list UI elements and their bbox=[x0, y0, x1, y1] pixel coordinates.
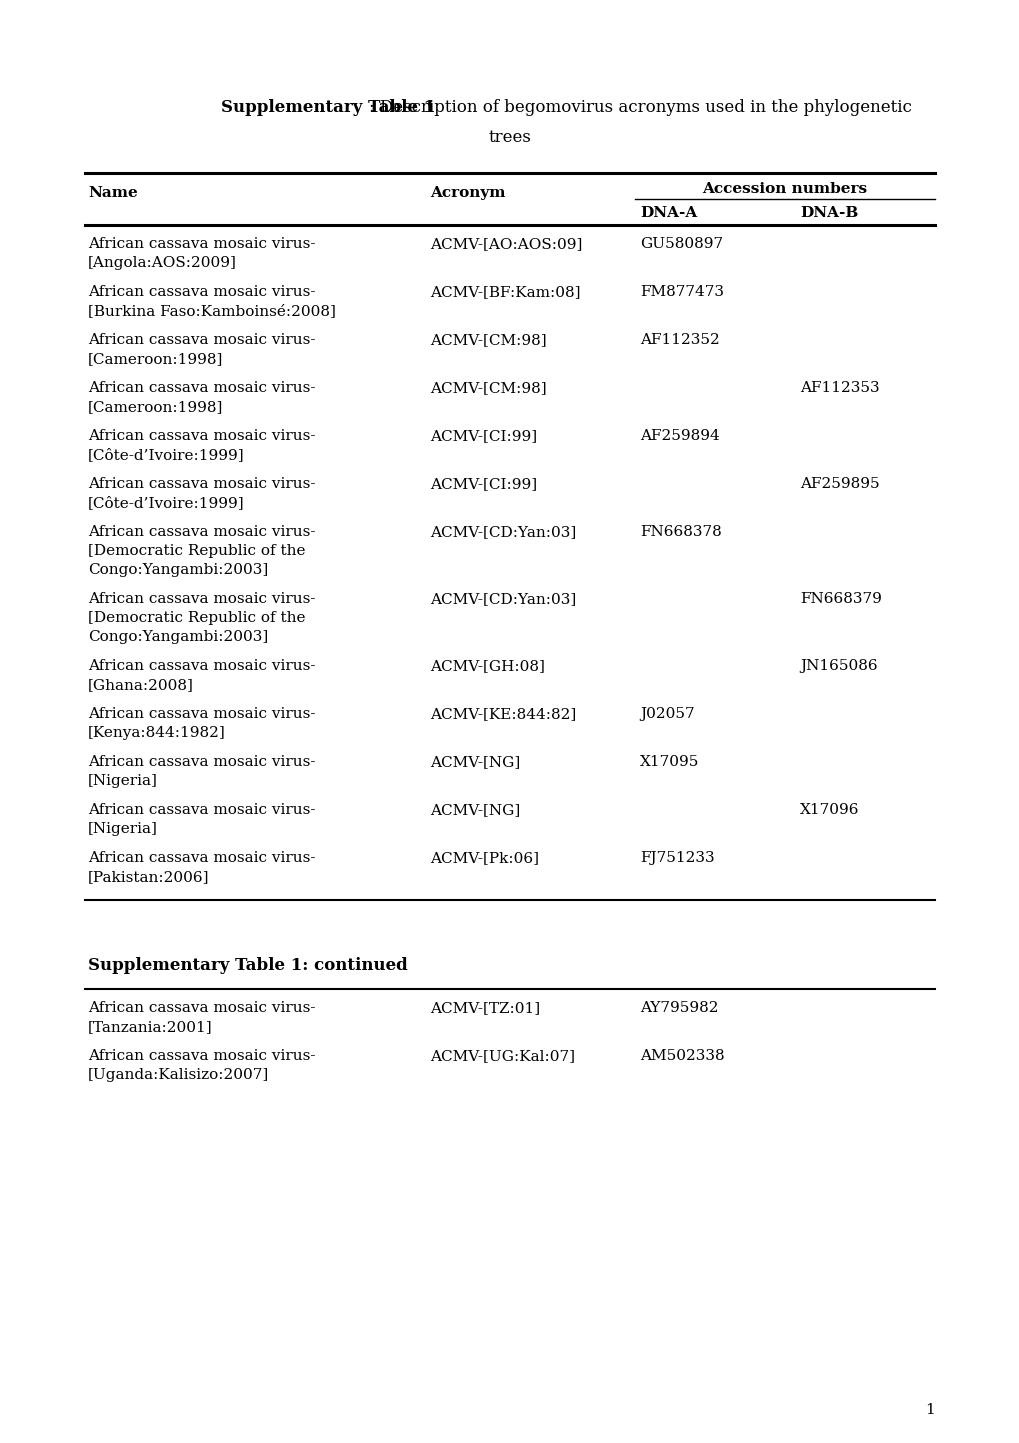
Text: AM502338: AM502338 bbox=[639, 1049, 723, 1063]
Text: [Kenya:844:1982]: [Kenya:844:1982] bbox=[88, 726, 225, 740]
Text: AF259894: AF259894 bbox=[639, 429, 719, 443]
Text: African cassava mosaic virus-: African cassava mosaic virus- bbox=[88, 659, 315, 672]
Text: ACMV-[NG]: ACMV-[NG] bbox=[430, 755, 520, 769]
Text: 1: 1 bbox=[924, 1403, 934, 1417]
Text: [Cameroon:1998]: [Cameroon:1998] bbox=[88, 400, 223, 414]
Text: African cassava mosaic virus-: African cassava mosaic virus- bbox=[88, 381, 315, 395]
Text: African cassava mosaic virus-: African cassava mosaic virus- bbox=[88, 851, 315, 864]
Text: ACMV-[BF:Kam:08]: ACMV-[BF:Kam:08] bbox=[430, 286, 580, 299]
Text: African cassava mosaic virus-: African cassava mosaic virus- bbox=[88, 286, 315, 299]
Text: X17096: X17096 bbox=[799, 802, 859, 817]
Text: African cassava mosaic virus-: African cassava mosaic virus- bbox=[88, 755, 315, 769]
Text: [Côte-d’Ivoire:1999]: [Côte-d’Ivoire:1999] bbox=[88, 447, 245, 462]
Text: African cassava mosaic virus-: African cassava mosaic virus- bbox=[88, 333, 315, 346]
Text: ACMV-[GH:08]: ACMV-[GH:08] bbox=[430, 659, 544, 672]
Text: Congo:Yangambi:2003]: Congo:Yangambi:2003] bbox=[88, 631, 268, 644]
Text: JN165086: JN165086 bbox=[799, 659, 876, 672]
Text: [Ghana:2008]: [Ghana:2008] bbox=[88, 678, 194, 693]
Text: AY795982: AY795982 bbox=[639, 1001, 717, 1014]
Text: DNA-B: DNA-B bbox=[799, 206, 858, 219]
Text: FN668379: FN668379 bbox=[799, 592, 881, 606]
Text: trees: trees bbox=[488, 130, 531, 147]
Text: AF112352: AF112352 bbox=[639, 333, 719, 346]
Text: [Burkina Faso:Kamboinsé:2008]: [Burkina Faso:Kamboinsé:2008] bbox=[88, 304, 335, 317]
Text: [Tanzania:2001]: [Tanzania:2001] bbox=[88, 1020, 212, 1035]
Text: ACMV-[CD:Yan:03]: ACMV-[CD:Yan:03] bbox=[430, 592, 576, 606]
Text: African cassava mosaic virus-: African cassava mosaic virus- bbox=[88, 478, 315, 491]
Text: African cassava mosaic virus-: African cassava mosaic virus- bbox=[88, 707, 315, 722]
Text: Name: Name bbox=[88, 186, 138, 201]
Text: [Cameroon:1998]: [Cameroon:1998] bbox=[88, 352, 223, 367]
Text: FN668378: FN668378 bbox=[639, 525, 721, 540]
Text: AF259895: AF259895 bbox=[799, 478, 878, 491]
Text: [Nigeria]: [Nigeria] bbox=[88, 823, 158, 835]
Text: ACMV-[NG]: ACMV-[NG] bbox=[430, 802, 520, 817]
Text: GU580897: GU580897 bbox=[639, 237, 722, 251]
Text: DNA-A: DNA-A bbox=[639, 206, 697, 219]
Text: Acronym: Acronym bbox=[430, 186, 505, 201]
Text: ACMV-[CI:99]: ACMV-[CI:99] bbox=[430, 478, 537, 491]
Text: African cassava mosaic virus-: African cassava mosaic virus- bbox=[88, 1001, 315, 1014]
Text: ACMV-[Pk:06]: ACMV-[Pk:06] bbox=[430, 851, 538, 864]
Text: : Description of begomovirus acronyms used in the phylogenetic: : Description of begomovirus acronyms us… bbox=[369, 100, 911, 117]
Text: FM877473: FM877473 bbox=[639, 286, 723, 299]
Text: ACMV-[UG:Kal:07]: ACMV-[UG:Kal:07] bbox=[430, 1049, 575, 1063]
Text: ACMV-[TZ:01]: ACMV-[TZ:01] bbox=[430, 1001, 540, 1014]
Text: [Nigeria]: [Nigeria] bbox=[88, 773, 158, 788]
Text: African cassava mosaic virus-: African cassava mosaic virus- bbox=[88, 237, 315, 251]
Text: [Angola:AOS:2009]: [Angola:AOS:2009] bbox=[88, 255, 236, 270]
Text: [Côte-d’Ivoire:1999]: [Côte-d’Ivoire:1999] bbox=[88, 496, 245, 509]
Text: [Uganda:Kalisizo:2007]: [Uganda:Kalisizo:2007] bbox=[88, 1068, 269, 1082]
Text: ACMV-[CM:98]: ACMV-[CM:98] bbox=[430, 381, 546, 395]
Text: [Democratic Republic of the: [Democratic Republic of the bbox=[88, 544, 306, 558]
Text: African cassava mosaic virus-: African cassava mosaic virus- bbox=[88, 525, 315, 540]
Text: X17095: X17095 bbox=[639, 755, 699, 769]
Text: FJ751233: FJ751233 bbox=[639, 851, 714, 864]
Text: [Pakistan:2006]: [Pakistan:2006] bbox=[88, 870, 209, 885]
Text: J02057: J02057 bbox=[639, 707, 694, 722]
Text: African cassava mosaic virus-: African cassava mosaic virus- bbox=[88, 592, 315, 606]
Text: [Democratic Republic of the: [Democratic Republic of the bbox=[88, 610, 306, 625]
Text: Supplementary Table 1: Supplementary Table 1 bbox=[221, 100, 435, 117]
Text: African cassava mosaic virus-: African cassava mosaic virus- bbox=[88, 1049, 315, 1063]
Text: ACMV-[CD:Yan:03]: ACMV-[CD:Yan:03] bbox=[430, 525, 576, 540]
Text: African cassava mosaic virus-: African cassava mosaic virus- bbox=[88, 429, 315, 443]
Text: ACMV-[KE:844:82]: ACMV-[KE:844:82] bbox=[430, 707, 576, 722]
Text: AF112353: AF112353 bbox=[799, 381, 878, 395]
Text: ACMV-[CM:98]: ACMV-[CM:98] bbox=[430, 333, 546, 346]
Text: Supplementary Table 1: continued: Supplementary Table 1: continued bbox=[88, 957, 408, 974]
Text: Congo:Yangambi:2003]: Congo:Yangambi:2003] bbox=[88, 563, 268, 577]
Text: ACMV-[AO:AOS:09]: ACMV-[AO:AOS:09] bbox=[430, 237, 582, 251]
Text: Accession numbers: Accession numbers bbox=[702, 182, 867, 196]
Text: ACMV-[CI:99]: ACMV-[CI:99] bbox=[430, 429, 537, 443]
Text: African cassava mosaic virus-: African cassava mosaic virus- bbox=[88, 802, 315, 817]
